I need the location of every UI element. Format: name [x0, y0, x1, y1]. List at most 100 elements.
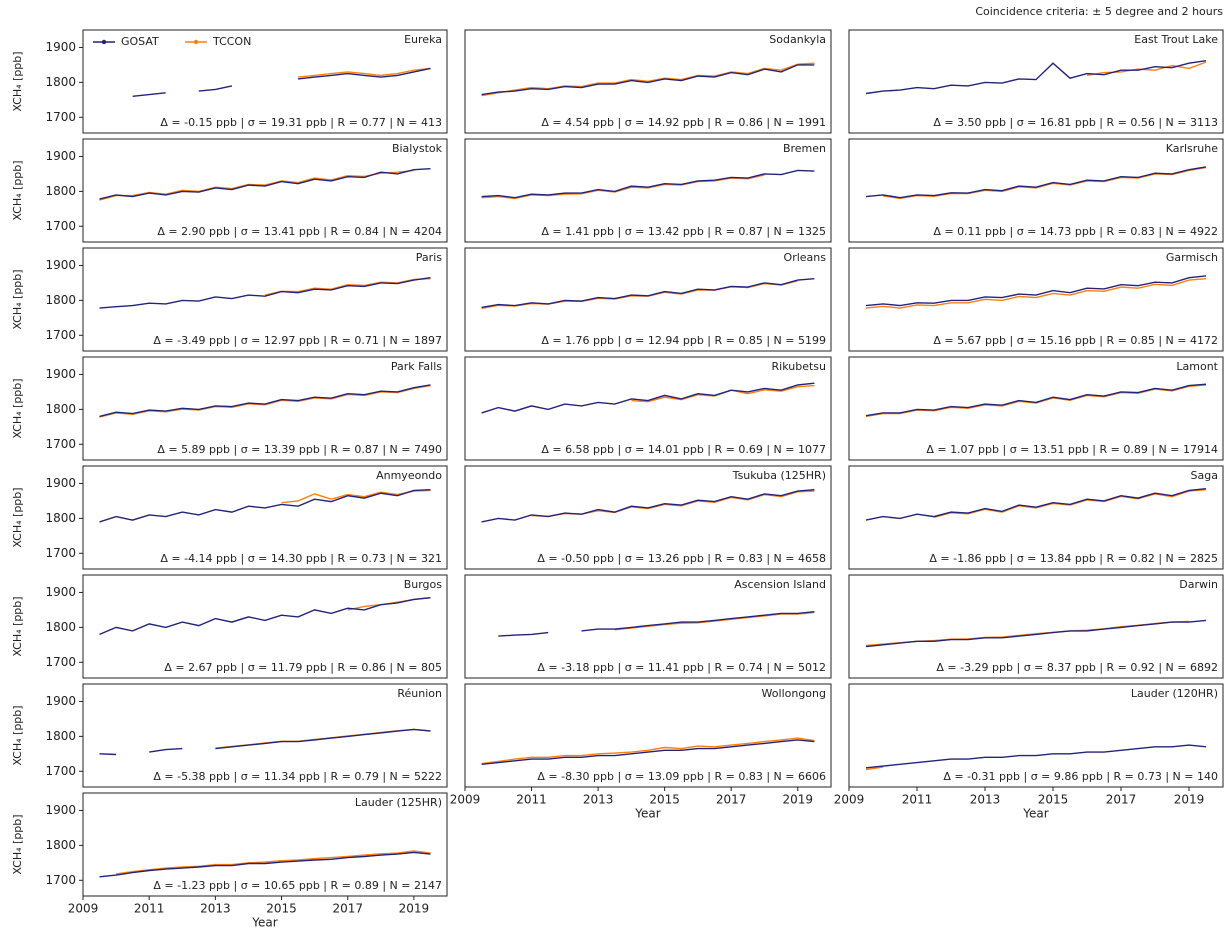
y-tick-label: 1800 — [45, 402, 76, 416]
panel-plot — [99, 384, 431, 418]
panel-plot — [481, 62, 815, 97]
panel-stats: Δ = -3.18 ppb | σ = 11.41 ppb | R = 0.74… — [537, 661, 826, 674]
panel-stats: Δ = 2.90 ppb | σ = 13.41 ppb | R = 0.84 … — [157, 225, 442, 238]
panel-title: Ascension Island — [734, 578, 826, 591]
y-tick-label: 1900 — [45, 40, 76, 54]
y-tick-label: 1900 — [45, 367, 76, 381]
panel-stats: Δ = 5.67 ppb | σ = 15.16 ppb | R = 0.85 … — [933, 334, 1218, 347]
y-tick-label: 1900 — [45, 149, 76, 163]
y-tick-label: 1900 — [45, 803, 76, 817]
panel-title: Garmisch — [1166, 251, 1218, 264]
y-tick-label: 1800 — [45, 293, 76, 307]
panel-stats: Δ = -0.50 ppb | σ = 13.26 ppb | R = 0.83… — [537, 552, 826, 565]
panel-stats: Δ = 3.50 ppb | σ = 16.81 ppb | R = 0.56 … — [933, 116, 1218, 129]
series-line — [99, 277, 431, 309]
x-tick-label: 2009 — [68, 902, 99, 916]
panel-frame — [464, 465, 832, 570]
panel-title: Lauder (120HR) — [1131, 687, 1218, 700]
panel-title: Wollongong — [762, 687, 826, 700]
y-axis-label: XCH₄ [ppb] — [11, 487, 24, 547]
panel-plot — [481, 278, 815, 310]
panel-title: Anmyeondo — [376, 469, 442, 482]
series-line — [865, 60, 1207, 95]
panel-plot — [132, 67, 431, 97]
series-line — [481, 278, 815, 309]
series-line — [298, 67, 431, 78]
y-axis-label: XCH₄ [ppb] — [11, 814, 24, 874]
y-axis-label: XCH₄ [ppb] — [11, 269, 24, 329]
legend-label: GOSAT — [121, 35, 159, 48]
x-tick-label: 2017 — [1106, 793, 1137, 807]
y-tick-label: 1900 — [45, 694, 76, 708]
panel-title: Lauder (125HR) — [355, 796, 442, 809]
y-tick-label: 1800 — [45, 511, 76, 525]
panel-plot — [99, 728, 431, 756]
series-line — [865, 619, 1207, 648]
panel-title: Sodankyla — [769, 33, 826, 46]
x-tick-label: 2011 — [902, 793, 933, 807]
panel-plot — [99, 597, 431, 636]
series-line — [481, 280, 798, 310]
panel-stats: Δ = -0.31 ppb | σ = 9.86 ppb | R = 0.73 … — [943, 770, 1218, 783]
series-line — [865, 383, 1207, 417]
y-tick-label: 1900 — [45, 476, 76, 490]
x-tick-label: 2013 — [583, 793, 614, 807]
series-line — [481, 739, 815, 765]
panel-frame — [848, 574, 1224, 679]
series-line — [1086, 61, 1207, 77]
y-tick-label: 1700 — [45, 764, 76, 778]
x-tick-label: 2019 — [1174, 793, 1205, 807]
series-line — [498, 611, 815, 637]
panel-title: East Trout Lake — [1134, 33, 1218, 46]
series-line — [865, 766, 884, 771]
panel-plot — [865, 488, 1207, 521]
panel-title: Eureka — [404, 33, 442, 46]
series-line — [99, 384, 431, 418]
panel-title: Park Falls — [391, 360, 442, 373]
panel-frame — [82, 465, 448, 570]
y-tick-label: 1900 — [45, 258, 76, 272]
panel-frame — [848, 29, 1224, 134]
series-line — [865, 278, 1207, 309]
panel-title: Burgos — [404, 578, 443, 591]
panel-stats: Δ = -3.49 ppb | σ = 12.97 ppb | R = 0.71… — [153, 334, 442, 347]
y-tick-label: 1700 — [45, 873, 76, 887]
panel-stats: Δ = -0.15 ppb | σ = 19.31 ppb | R = 0.77… — [160, 116, 442, 129]
panel-frame — [82, 356, 448, 461]
panel-stats: Δ = 5.89 ppb | σ = 13.39 ppb | R = 0.87 … — [157, 443, 442, 456]
panel-title: Karlsruhe — [1166, 142, 1219, 155]
y-tick-label: 1700 — [45, 546, 76, 560]
panel-title: Lamont — [1176, 360, 1218, 373]
y-axis-label: XCH₄ [ppb] — [11, 596, 24, 656]
panel-plot — [865, 744, 1207, 771]
panel-stats: Δ = -1.86 ppb | σ = 13.84 ppb | R = 0.82… — [929, 552, 1218, 565]
y-tick-label: 1700 — [45, 437, 76, 451]
x-axis-label: Year — [634, 807, 660, 821]
series-line — [99, 168, 431, 200]
series-line — [882, 166, 1207, 200]
x-tick-label: 2009 — [450, 793, 481, 807]
series-line — [614, 611, 815, 631]
x-tick-label: 2011 — [516, 793, 547, 807]
legend-label: TCCON — [212, 35, 251, 48]
series-line — [481, 489, 815, 523]
panel-stats: Δ = -4.14 ppb | σ = 14.30 ppb | R = 0.73… — [160, 552, 442, 565]
series-line — [132, 67, 431, 97]
legend-marker — [193, 39, 199, 45]
panel-frame — [848, 683, 1224, 788]
y-tick-label: 1800 — [45, 184, 76, 198]
y-axis-label: XCH₄ [ppb] — [11, 51, 24, 111]
panel-plot — [481, 382, 815, 414]
y-tick-label: 1800 — [45, 75, 76, 89]
panel-stats: Δ = 4.54 ppb | σ = 14.92 ppb | R = 0.86 … — [541, 116, 826, 129]
x-tick-label: 2013 — [200, 902, 231, 916]
panel-stats: Δ = 6.58 ppb | σ = 14.01 ppb | R = 0.69 … — [541, 443, 826, 456]
panel-plot — [99, 168, 431, 201]
panel-stats: Δ = 0.11 ppb | σ = 14.73 ppb | R = 0.83 … — [933, 225, 1218, 238]
figure-note: Coincidence criteria: ± 5 degree and 2 h… — [975, 5, 1223, 18]
panel-plot — [865, 619, 1207, 648]
series-line — [481, 382, 815, 414]
x-tick-label: 2015 — [266, 902, 297, 916]
series-line — [481, 169, 815, 199]
